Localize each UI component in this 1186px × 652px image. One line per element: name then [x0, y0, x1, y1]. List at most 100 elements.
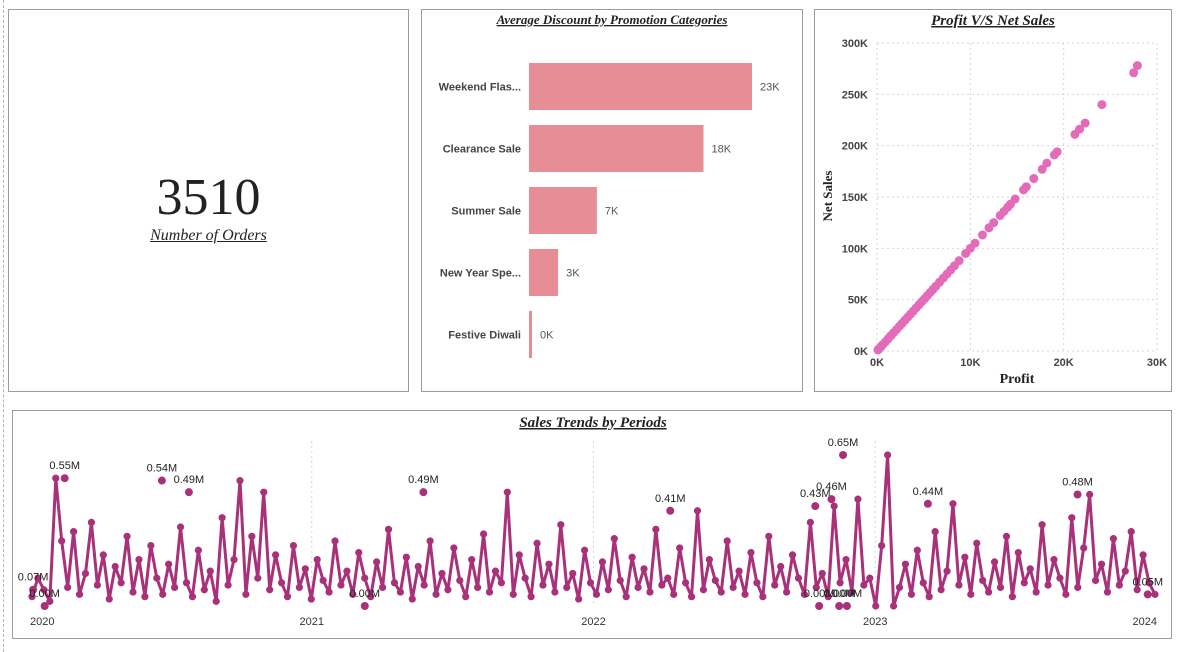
sales-trend-point[interactable] [1074, 583, 1082, 592]
sales-trend-point[interactable] [200, 586, 208, 594]
annotated-point[interactable] [360, 602, 369, 610]
sales-trend-point[interactable] [414, 562, 422, 571]
sales-trend-point[interactable] [1014, 548, 1022, 557]
sales-trend-point[interactable] [117, 579, 125, 587]
sales-trend-point[interactable] [575, 595, 583, 603]
sales-trend-point[interactable] [34, 574, 42, 582]
annotated-point[interactable] [842, 602, 851, 610]
sales-trend-point[interactable] [628, 553, 636, 561]
sales-trend-point[interactable] [194, 546, 202, 554]
sales-trend-point[interactable] [289, 542, 298, 550]
sales-trend-point[interactable] [866, 574, 874, 582]
sales-trend-point[interactable] [913, 546, 921, 554]
sales-trend-point[interactable] [58, 537, 66, 545]
sales-trend-point[interactable] [521, 574, 529, 582]
sales-trend-point[interactable] [301, 565, 309, 573]
sales-trend-point[interactable] [295, 583, 303, 592]
sales-trend-point[interactable] [741, 590, 749, 598]
sales-trend-point[interactable] [129, 588, 137, 596]
sales-trend-point[interactable] [580, 546, 589, 554]
sales-trend-point[interactable] [307, 595, 315, 603]
kpi-card[interactable]: 3510 Number of Orders [8, 9, 409, 392]
sales-trend-point[interactable] [830, 502, 838, 510]
sales-trend-point[interactable] [622, 593, 630, 601]
sales-trend-point[interactable] [592, 590, 601, 598]
sales-trend-point[interactable] [479, 530, 488, 538]
sales-trend-point[interactable] [420, 581, 428, 589]
sales-trend-point[interactable] [75, 590, 84, 598]
sales-trend-point[interactable] [687, 593, 696, 601]
sales-trend-point[interactable] [81, 569, 90, 578]
sales-trend-point[interactable] [1145, 579, 1153, 587]
sales-trend-point[interactable] [878, 542, 886, 550]
sales-trend-point[interactable] [390, 579, 399, 587]
sales-trend-point[interactable] [468, 555, 476, 564]
sales-trend-point[interactable] [545, 560, 553, 568]
scatter-point[interactable] [977, 230, 987, 240]
sales-trend-point[interactable] [788, 551, 797, 559]
sales-trend-point[interactable] [569, 569, 577, 578]
sales-trend-point[interactable] [783, 588, 791, 596]
bar[interactable] [529, 249, 559, 296]
sales-trend-point[interactable] [319, 576, 327, 585]
sales-trend-point[interactable] [503, 488, 511, 496]
sales-trend-point[interactable] [693, 507, 702, 515]
sales-trend-point[interactable] [759, 593, 767, 601]
sales-trend-point[interactable] [432, 590, 440, 598]
sales-trend-point[interactable] [681, 579, 690, 587]
sales-trend-point[interactable] [949, 500, 957, 508]
sales-trend-point[interactable] [652, 525, 660, 533]
sales-trend-point[interactable] [1133, 586, 1141, 594]
sales-trend-point[interactable] [1002, 532, 1011, 540]
sales-trend-point[interactable] [64, 583, 72, 592]
sales-trend-point[interactable] [907, 590, 915, 598]
sales-trend-point[interactable] [462, 593, 470, 601]
sales-trend-point[interactable] [872, 602, 880, 610]
sales-trend-point[interactable] [634, 583, 642, 592]
sales-trend-point[interactable] [658, 581, 666, 589]
sales-trend-point[interactable] [396, 588, 404, 596]
discount-bar-chart-panel[interactable]: Average Discount by Promotion Categories… [421, 9, 803, 392]
annotated-point[interactable] [835, 602, 844, 610]
sales-trend-point[interactable] [361, 574, 369, 582]
sales-trend-point[interactable] [337, 581, 345, 589]
sales-trend-point[interactable] [616, 576, 624, 585]
sales-trend-point[interactable] [408, 595, 416, 603]
sales-trend-point[interactable] [141, 593, 149, 601]
scatter-point[interactable] [1029, 174, 1039, 184]
sales-trend-point[interactable] [1008, 593, 1016, 601]
sales-trend-point[interactable] [735, 567, 743, 575]
sales-trend-point[interactable] [343, 567, 351, 575]
sales-trend-point[interactable] [93, 581, 101, 589]
sales-trend-point[interactable] [159, 590, 167, 598]
sales-trend-point[interactable] [40, 586, 48, 594]
sales-trend-point[interactable] [919, 579, 927, 587]
sales-trend-point[interactable] [664, 574, 672, 582]
sales-trend-point[interactable] [937, 586, 945, 594]
sales-trend-point[interactable] [224, 581, 232, 589]
sales-trend-point[interactable] [135, 555, 143, 564]
annotated-point[interactable] [1143, 590, 1152, 599]
sales-trend-point[interactable] [218, 514, 226, 522]
scatter-point[interactable] [984, 223, 994, 233]
sales-trend-point[interactable] [176, 523, 185, 531]
sales-trend-point[interactable] [515, 551, 523, 559]
sales-trend-point[interactable] [818, 569, 826, 578]
sales-trend-point[interactable] [990, 558, 999, 566]
sales-trend-point[interactable] [248, 532, 256, 540]
sales-trend-point[interactable] [1103, 588, 1112, 596]
sales-trend-point[interactable] [99, 551, 107, 559]
sales-trend-point[interactable] [1050, 555, 1058, 564]
sales-trend-point[interactable] [46, 597, 54, 605]
sales-trend-point[interactable] [794, 574, 803, 582]
sales-trend-point[interactable] [901, 560, 910, 568]
sales-trend-point[interactable] [349, 590, 357, 598]
sales-trend-point[interactable] [123, 532, 131, 540]
sales-trend-point[interactable] [165, 560, 173, 568]
sales-trend-point[interactable] [147, 542, 155, 550]
sales-trend-point[interactable] [527, 593, 535, 601]
scatter-point[interactable] [1080, 118, 1090, 128]
sales-trend-point[interactable] [52, 474, 60, 482]
sales-trend-point[interactable] [800, 590, 809, 598]
sales-trend-point[interactable] [325, 588, 333, 596]
